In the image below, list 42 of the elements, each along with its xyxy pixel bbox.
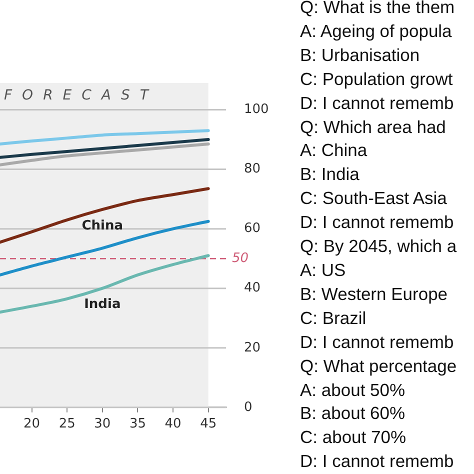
x-tick-label: 25	[58, 416, 76, 432]
series-label: India	[84, 297, 121, 312]
text: D: I cannot rememb	[300, 211, 455, 234]
text: D: I cannot rememb	[300, 450, 455, 474]
line-series	[0, 138, 210, 159]
band-label: FORECAST	[4, 88, 158, 104]
text: Q: What percentage	[300, 354, 458, 378]
text: D: I cannot rememb	[300, 92, 455, 115]
text: C: about 70%	[300, 426, 408, 450]
text: A: about 50%	[300, 378, 406, 402]
y-tick-label: 100	[244, 102, 269, 118]
text: B: about 60%	[300, 402, 406, 426]
x-tick-label: 35	[129, 416, 146, 432]
text: C: South-East Asia	[300, 187, 448, 210]
ref-line-label: 50	[232, 250, 249, 266]
x-tick-label: 30	[94, 416, 111, 432]
text: C: Brazil	[300, 306, 368, 330]
y-tick-label: 20	[244, 340, 261, 356]
text: B: Urbanisation	[300, 44, 421, 67]
line-series	[0, 220, 210, 276]
line-series	[0, 187, 210, 244]
x-tick-label: 20	[24, 416, 40, 432]
text: A: Ageing of popula	[300, 20, 453, 43]
y-tick-label: 40	[244, 280, 261, 296]
text: D: I cannot rememb	[300, 330, 455, 354]
text: Q: Which area had	[300, 116, 447, 139]
line-series	[0, 129, 210, 146]
text: Q: What is the them	[300, 0, 456, 19]
y-tick-label: 60	[244, 221, 261, 236]
y-tick-label: 80	[244, 162, 261, 177]
y-tick-label: 0	[244, 400, 252, 415]
text: B: Western Europe	[300, 282, 449, 306]
series-label: China	[82, 218, 124, 234]
text: C: Population growt	[300, 68, 454, 91]
text: A: China	[300, 139, 368, 162]
line-series	[0, 254, 210, 314]
line-series	[0, 142, 210, 166]
x-tick-label: 40	[164, 416, 182, 432]
text: B: India	[300, 163, 360, 186]
text: A: US	[300, 258, 347, 282]
text: Q: By 2045, which a	[300, 235, 458, 258]
x-tick-label: 45	[200, 416, 217, 432]
